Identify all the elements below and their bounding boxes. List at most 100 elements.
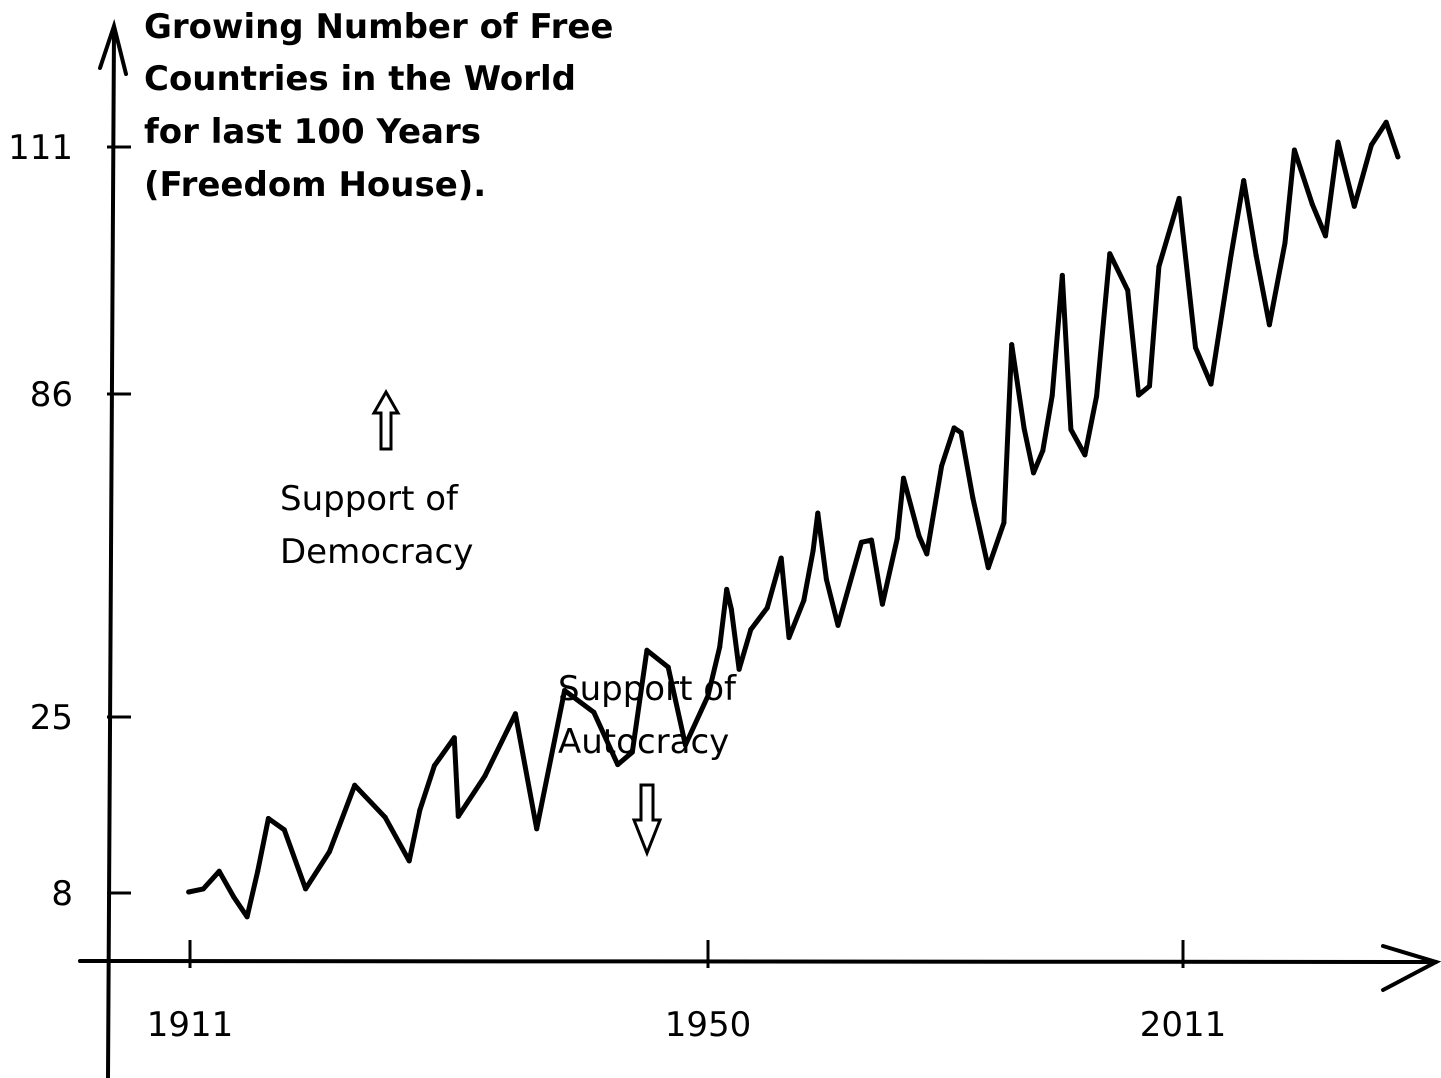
data-point (562, 688, 567, 693)
data-point (1107, 251, 1112, 256)
data-point (1022, 426, 1027, 431)
data-point (615, 762, 620, 767)
data-point (815, 511, 820, 516)
data-point (765, 605, 770, 610)
data-point (970, 495, 975, 500)
data-point (901, 476, 906, 481)
data-point (737, 667, 742, 672)
data-point (1323, 233, 1328, 238)
data-point (1254, 253, 1259, 258)
data-point (1336, 140, 1341, 145)
y-tick-label-111: 111 (8, 128, 73, 168)
data-point (266, 816, 271, 821)
data-point (1241, 178, 1246, 183)
data-point (1001, 520, 1006, 525)
democracy-label-line-1: Support of (280, 479, 459, 519)
data-point (1068, 427, 1073, 432)
x-axis-arrowhead (1383, 946, 1436, 990)
data-point (748, 627, 753, 632)
data-point (1209, 382, 1214, 387)
data-point (1177, 196, 1182, 201)
data-point (407, 858, 412, 863)
data-point (724, 587, 729, 592)
data-point (1082, 452, 1087, 457)
series-line-0 (189, 122, 1398, 917)
data-point (811, 548, 816, 553)
data-point (1050, 393, 1055, 398)
data-point (1125, 288, 1130, 293)
data-point (1369, 143, 1374, 148)
democracy-label-line-2: Democracy (280, 532, 473, 572)
data-point (432, 763, 437, 768)
data-point (352, 783, 357, 788)
data-point (1031, 470, 1036, 475)
data-point (801, 598, 806, 603)
chart-title-line-1: Growing Number of Free (144, 7, 614, 47)
data-point (1009, 342, 1014, 347)
data-point (482, 774, 487, 779)
y-tick-label-8: 8 (51, 874, 73, 914)
data-point (1040, 448, 1045, 453)
data-point (591, 710, 596, 715)
data-point (630, 750, 635, 755)
axis-ticks: 8 25 86 111 1911 1950 2011 (8, 128, 1226, 1045)
data-point (327, 849, 332, 854)
data-point (186, 890, 191, 895)
x-tick-label-1911: 1911 (147, 1005, 234, 1045)
data-point (924, 551, 929, 556)
series-layer (186, 120, 1400, 920)
data-point (1292, 148, 1297, 153)
data-point (706, 693, 711, 698)
data-point (917, 533, 922, 538)
y-axis-line (108, 30, 114, 1078)
data-point (824, 577, 829, 582)
data-point (303, 886, 308, 891)
data-point (452, 735, 457, 740)
x-tick-label-2011: 2011 (1140, 1005, 1227, 1045)
chart-title-line-3: for last 100 Years (144, 112, 481, 152)
data-point (1310, 202, 1315, 207)
data-point (880, 602, 885, 607)
up-arrow-icon (374, 392, 398, 449)
data-point (534, 826, 539, 831)
data-point (683, 743, 688, 748)
data-point (959, 430, 964, 435)
data-point (939, 464, 944, 469)
data-point (952, 425, 957, 430)
data-point (513, 711, 518, 716)
x-axis-line (80, 961, 1436, 962)
data-point (1395, 154, 1400, 159)
data-point (869, 538, 874, 543)
data-point (217, 869, 222, 874)
data-point (717, 645, 722, 650)
data-point (1267, 322, 1272, 327)
data-point (1147, 384, 1152, 389)
down-arrow-icon (634, 785, 660, 853)
data-point (383, 815, 388, 820)
data-point (231, 895, 236, 900)
data-point (456, 814, 461, 819)
data-point (1228, 256, 1233, 261)
y-tick-label-25: 25 (30, 698, 73, 738)
data-point (1094, 394, 1099, 399)
data-point (1283, 240, 1288, 245)
y-tick-label-86: 86 (30, 375, 73, 415)
data-point (417, 808, 422, 813)
data-point (836, 623, 841, 628)
data-point (779, 556, 784, 561)
data-point (729, 607, 734, 612)
chart-title-line-2: Countries in the World (144, 59, 576, 99)
data-point (986, 565, 991, 570)
data-point (1384, 120, 1389, 125)
data-point (1352, 204, 1357, 209)
data-point (1193, 345, 1198, 350)
data-point (1136, 393, 1141, 398)
data-point (1060, 273, 1065, 278)
x-tick-label-1950: 1950 (665, 1005, 752, 1045)
data-point (282, 827, 287, 832)
data-point (787, 635, 792, 640)
data-point (255, 869, 260, 874)
data-point (895, 536, 900, 541)
data-point (201, 886, 206, 891)
